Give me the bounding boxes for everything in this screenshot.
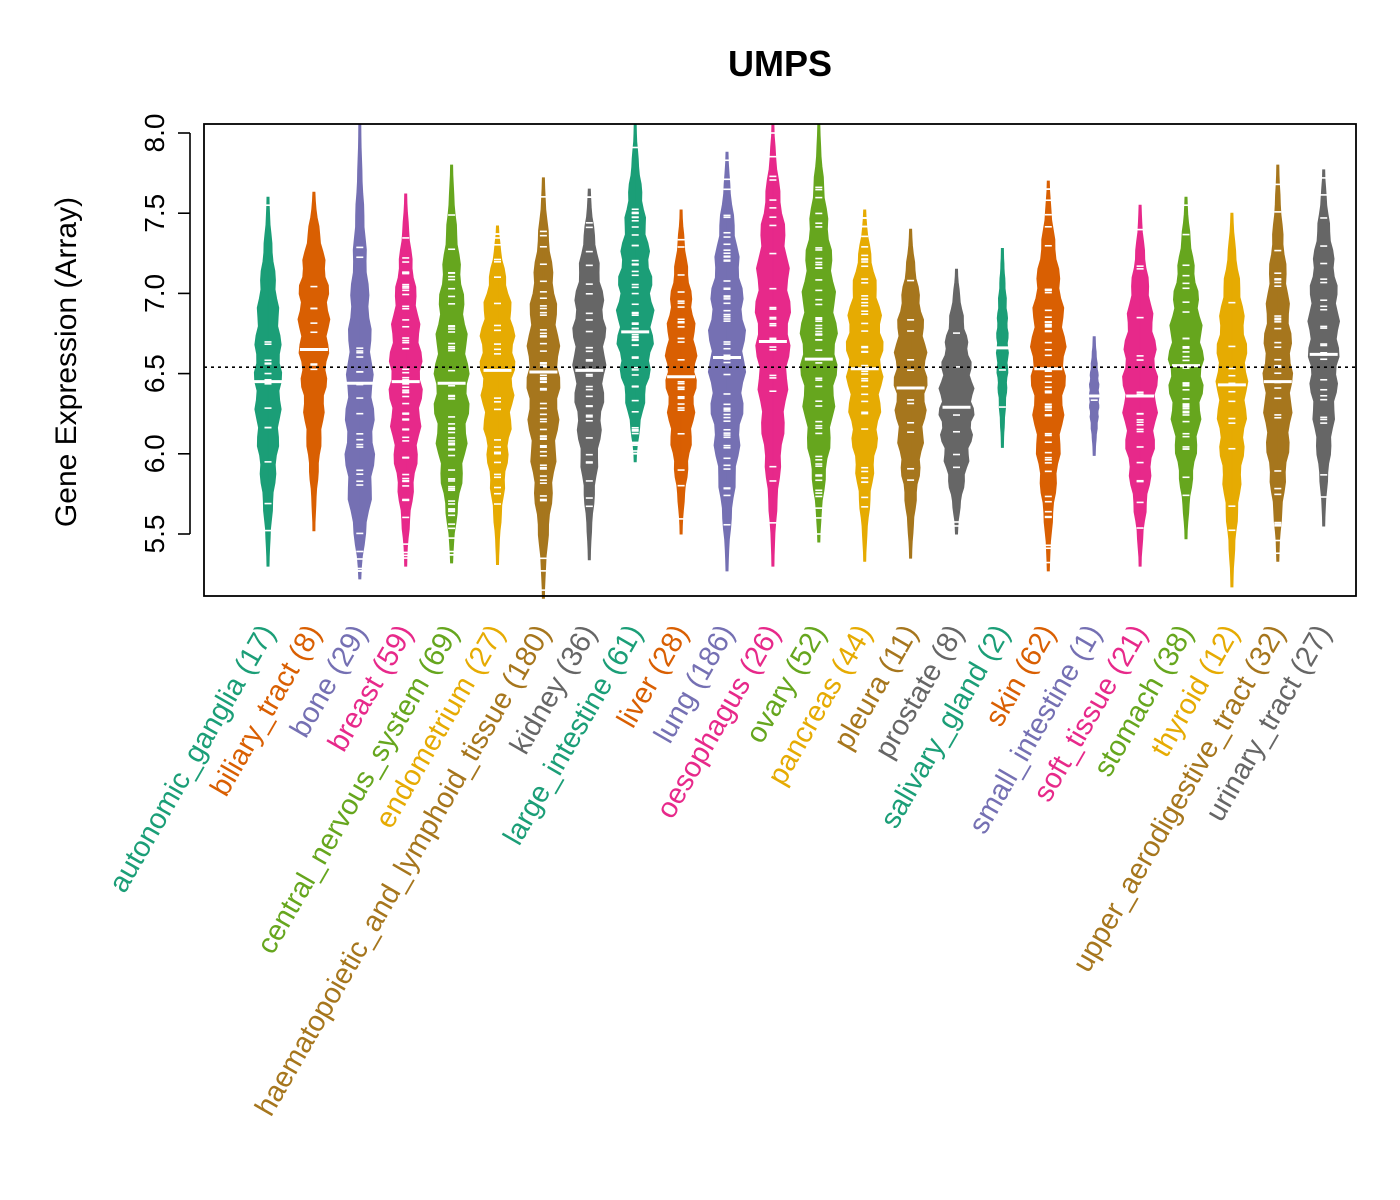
y-tick-label: 6.5 [139, 354, 170, 393]
x-axis-labels: autonomic_ganglia (17)biliary_tract (8)b… [103, 620, 1338, 1122]
violin-upper-aerodigestive-tract [1262, 164, 1294, 562]
category-count: (27) [1280, 620, 1338, 688]
violin-central-nervous-system [433, 164, 470, 564]
violin-thyroid [1215, 212, 1249, 588]
violin-liver [664, 209, 698, 535]
violin-lung [707, 151, 747, 572]
violin-soft-tissue [1122, 204, 1159, 567]
y-tick-label: 7.0 [139, 274, 170, 313]
y-axis: 5.5 6.0 6.5 7.0 7.5 8.0 [139, 114, 191, 554]
y-tick-label: 8.0 [139, 114, 170, 153]
y-tick-label: 5.5 [139, 515, 170, 554]
plot-frame [203, 123, 1357, 597]
violin-prostate [938, 268, 975, 535]
violin-urinary-tract [1307, 169, 1341, 527]
violin-breast [388, 193, 423, 567]
violin-bone [344, 124, 376, 580]
violin-ovary [799, 124, 838, 543]
y-tick-label: 7.5 [139, 194, 170, 233]
violin-oesophagus [754, 124, 792, 567]
chart-title: UMPS [728, 43, 832, 84]
violin-pancreas [845, 209, 884, 562]
violin-small-intestine [1080, 336, 1109, 456]
y-axis-label: Gene Expression (Array) [50, 197, 83, 527]
violin-skin [1029, 180, 1067, 572]
violin-haematopoietic-and-lymphoid-tissue [526, 177, 561, 599]
violin-large-intestine [615, 124, 655, 463]
violins [253, 124, 1341, 599]
violin-autonomic-ganglia [253, 196, 283, 567]
violin-stomach [1167, 196, 1205, 540]
violin-pleura [893, 228, 928, 559]
violin-kidney [572, 188, 607, 561]
violin-biliary-tract [297, 191, 331, 532]
y-tick-label: 6.0 [139, 434, 170, 473]
violin-salivary-gland [988, 248, 1017, 448]
violin-endometrium [479, 225, 516, 565]
